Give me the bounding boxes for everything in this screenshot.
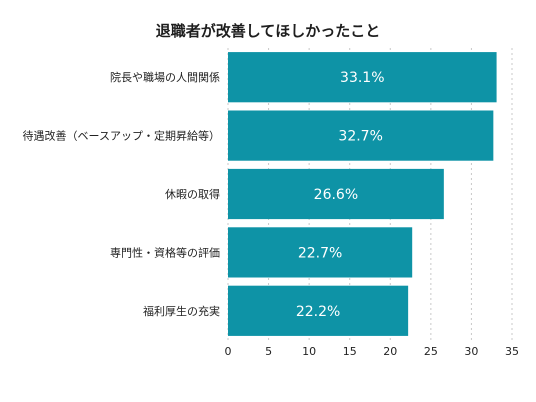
x-tick-label: 35 xyxy=(505,345,519,358)
bar-value-label: 26.6% xyxy=(314,187,358,203)
category-label: 院長や職場の人間関係 xyxy=(110,70,220,84)
bars: 33.1% 32.7% 26.6% 22.7% 22.2% xyxy=(228,52,497,336)
bar-value-label: 22.7% xyxy=(298,245,342,261)
x-tick-label: 15 xyxy=(343,345,357,358)
x-tick-label: 30 xyxy=(464,345,478,358)
bar-value-label: 22.2% xyxy=(296,304,340,320)
category-label: 休暇の取得 xyxy=(165,188,220,201)
x-tick-label: 10 xyxy=(302,345,316,358)
x-tick-label: 25 xyxy=(424,345,438,358)
category-label: 専門性・資格等の評価 xyxy=(110,245,220,259)
x-axis-ticks: 0 5 10 15 20 25 30 35 xyxy=(225,345,520,358)
bar-value-label: 32.7% xyxy=(338,129,382,145)
bar xyxy=(228,168,444,220)
category-label: 福利厚生の充実 xyxy=(143,304,220,318)
bar xyxy=(228,285,409,336)
category-label: 待遇改善（ベースアップ・定期昇給等） xyxy=(23,129,220,143)
bar xyxy=(228,110,494,161)
bar xyxy=(228,52,497,103)
bar xyxy=(228,227,413,278)
x-tick-label: 5 xyxy=(265,345,272,358)
chart-title: 退職者が改善してほしかったこと xyxy=(156,22,381,40)
bar-value-label: 33.1% xyxy=(340,70,384,86)
x-tick-label: 0 xyxy=(225,345,232,358)
x-tick-label: 20 xyxy=(383,345,397,358)
